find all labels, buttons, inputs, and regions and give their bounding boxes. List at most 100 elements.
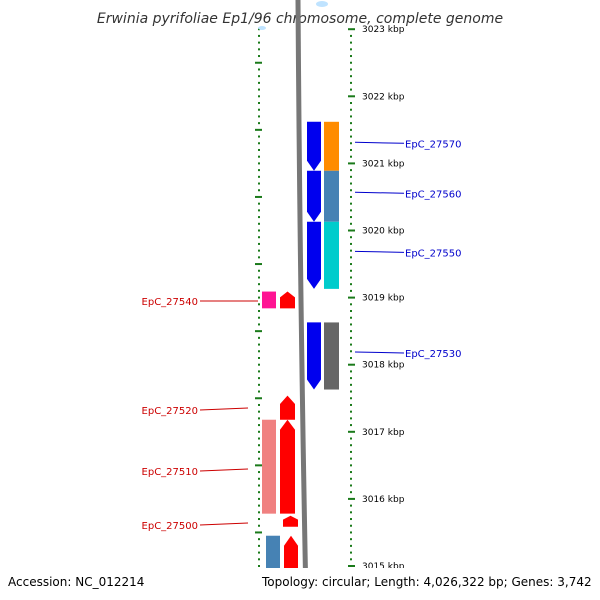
gene-epc-27550[interactable]: EpC_27550 (307, 221, 461, 289)
scale-minor-tick (258, 276, 260, 279)
scale-minor-tick (258, 189, 260, 192)
scale-minor-tick (258, 169, 260, 172)
scale-minor-tick (350, 283, 352, 286)
scale-minor-tick (350, 504, 352, 507)
scale-minor-tick (350, 222, 352, 225)
scale-minor-tick (350, 155, 352, 158)
scale-minor-tick (258, 142, 260, 145)
gene-epc-27520[interactable]: EpC_27520 (142, 395, 295, 420)
gene-epc-27510[interactable]: EpC_27510 (142, 419, 295, 514)
gene-label[interactable]: EpC_27540 (142, 297, 198, 308)
scale-minor-tick (258, 565, 260, 567)
scale-minor-tick (258, 484, 260, 487)
backbone-edge-mark (258, 26, 266, 30)
scale-minor-tick (350, 269, 352, 272)
scale-minor-tick (255, 61, 262, 64)
scale-minor-tick (350, 390, 352, 393)
gene-label[interactable]: EpC_27510 (142, 467, 198, 478)
scale-minor-tick (350, 81, 352, 84)
scale-minor-tick (255, 464, 262, 467)
scale-minor-tick (258, 55, 260, 58)
scale-minor-tick (350, 397, 352, 400)
gene-feature-block[interactable] (324, 121, 339, 171)
cds-arrow[interactable] (307, 121, 321, 171)
scale-minor-tick (350, 276, 352, 279)
scale-minor-tick (255, 263, 262, 266)
scale-minor-tick (258, 377, 260, 380)
gene-epc-27560[interactable]: EpC_27560 (307, 170, 461, 222)
scale-minor-tick (350, 216, 352, 219)
scale-tick-label: 3019 kbp (362, 294, 405, 304)
scale-minor-tick (350, 169, 352, 172)
scale-minor-tick (350, 551, 352, 554)
scale-minor-tick (258, 336, 260, 339)
scale-major-tick (348, 363, 355, 366)
gene-epc-27530[interactable]: EpC_27530 (307, 322, 461, 390)
scale-minor-tick (258, 48, 260, 51)
scale-tick-label: 3020 kbp (362, 227, 405, 237)
cds-arrow[interactable] (307, 170, 321, 222)
scale-minor-tick (350, 343, 352, 346)
scale-minor-tick (350, 135, 352, 138)
gene-label[interactable]: EpC_27520 (142, 406, 198, 417)
cds-arrow[interactable] (307, 221, 321, 289)
label-leader-line (199, 522, 249, 526)
scale-minor-tick (258, 229, 260, 232)
cds-arrow[interactable] (307, 322, 321, 390)
scale-minor-tick (350, 142, 352, 145)
scale-minor-tick (258, 437, 260, 440)
gene-feature-block[interactable] (262, 291, 276, 309)
scale-minor-tick (350, 558, 352, 561)
scale-minor-tick (350, 464, 352, 467)
scale-minor-tick (258, 457, 260, 460)
scale-minor-tick (350, 263, 352, 266)
scale-minor-tick (258, 202, 260, 205)
scale-major-tick (348, 296, 355, 299)
scale-minor-tick (350, 61, 352, 64)
scale-minor-tick (258, 558, 260, 561)
scale-minor-tick (350, 518, 352, 521)
gene-label[interactable]: EpC_27550 (405, 248, 461, 259)
scale-minor-tick (350, 128, 352, 131)
scale-minor-tick (258, 424, 260, 427)
scale-minor-tick (258, 162, 260, 165)
gene-label[interactable]: EpC_27500 (142, 521, 198, 532)
gene-feature-block[interactable] (324, 221, 339, 289)
gene-label[interactable]: EpC_27560 (405, 189, 461, 200)
plus-strand-layer: EpC_27570 EpC_27560 EpC_27550 EpC_27530 (307, 121, 461, 390)
scale-minor-tick (258, 551, 260, 554)
backbone-edge-mark (316, 1, 328, 7)
scale-minor-tick (258, 363, 260, 366)
scale-minor-tick (258, 95, 260, 98)
label-leader-line (354, 191, 405, 194)
scale-minor-tick (350, 303, 352, 306)
scale-minor-tick (350, 350, 352, 353)
scale-minor-tick (350, 370, 352, 373)
chromosome-backbone (295, 0, 309, 600)
scale-minor-tick (258, 471, 260, 474)
scale-minor-tick (350, 377, 352, 380)
gene-feature-block[interactable] (262, 419, 276, 514)
cds-arrow[interactable] (283, 515, 298, 527)
gene-epc-27570[interactable]: EpC_27570 (307, 121, 461, 171)
scale-minor-tick (258, 242, 260, 245)
cds-arrow[interactable] (280, 291, 295, 309)
gene-epc-27540[interactable]: EpC_27540 (142, 291, 295, 309)
scale-minor-tick (258, 296, 260, 299)
gene-label[interactable]: EpC_27570 (405, 139, 461, 150)
scale-minor-tick (350, 356, 352, 359)
scale-minor-tick (258, 222, 260, 225)
scale-minor-tick (350, 236, 352, 239)
scale-tick-label: 3016 kbp (362, 495, 405, 505)
cds-arrow[interactable] (280, 395, 295, 420)
gene-label[interactable]: EpC_27530 (405, 349, 461, 360)
scale-minor-tick (258, 491, 260, 494)
scale-minor-tick (350, 410, 352, 413)
cds-arrow[interactable] (280, 419, 295, 514)
gene-feature-block[interactable] (324, 322, 339, 390)
scale-minor-tick (350, 531, 352, 534)
scale-minor-tick (258, 236, 260, 239)
label-leader-line (354, 250, 405, 253)
gene-feature-block[interactable] (324, 170, 339, 222)
scale-minor-tick (258, 323, 260, 326)
